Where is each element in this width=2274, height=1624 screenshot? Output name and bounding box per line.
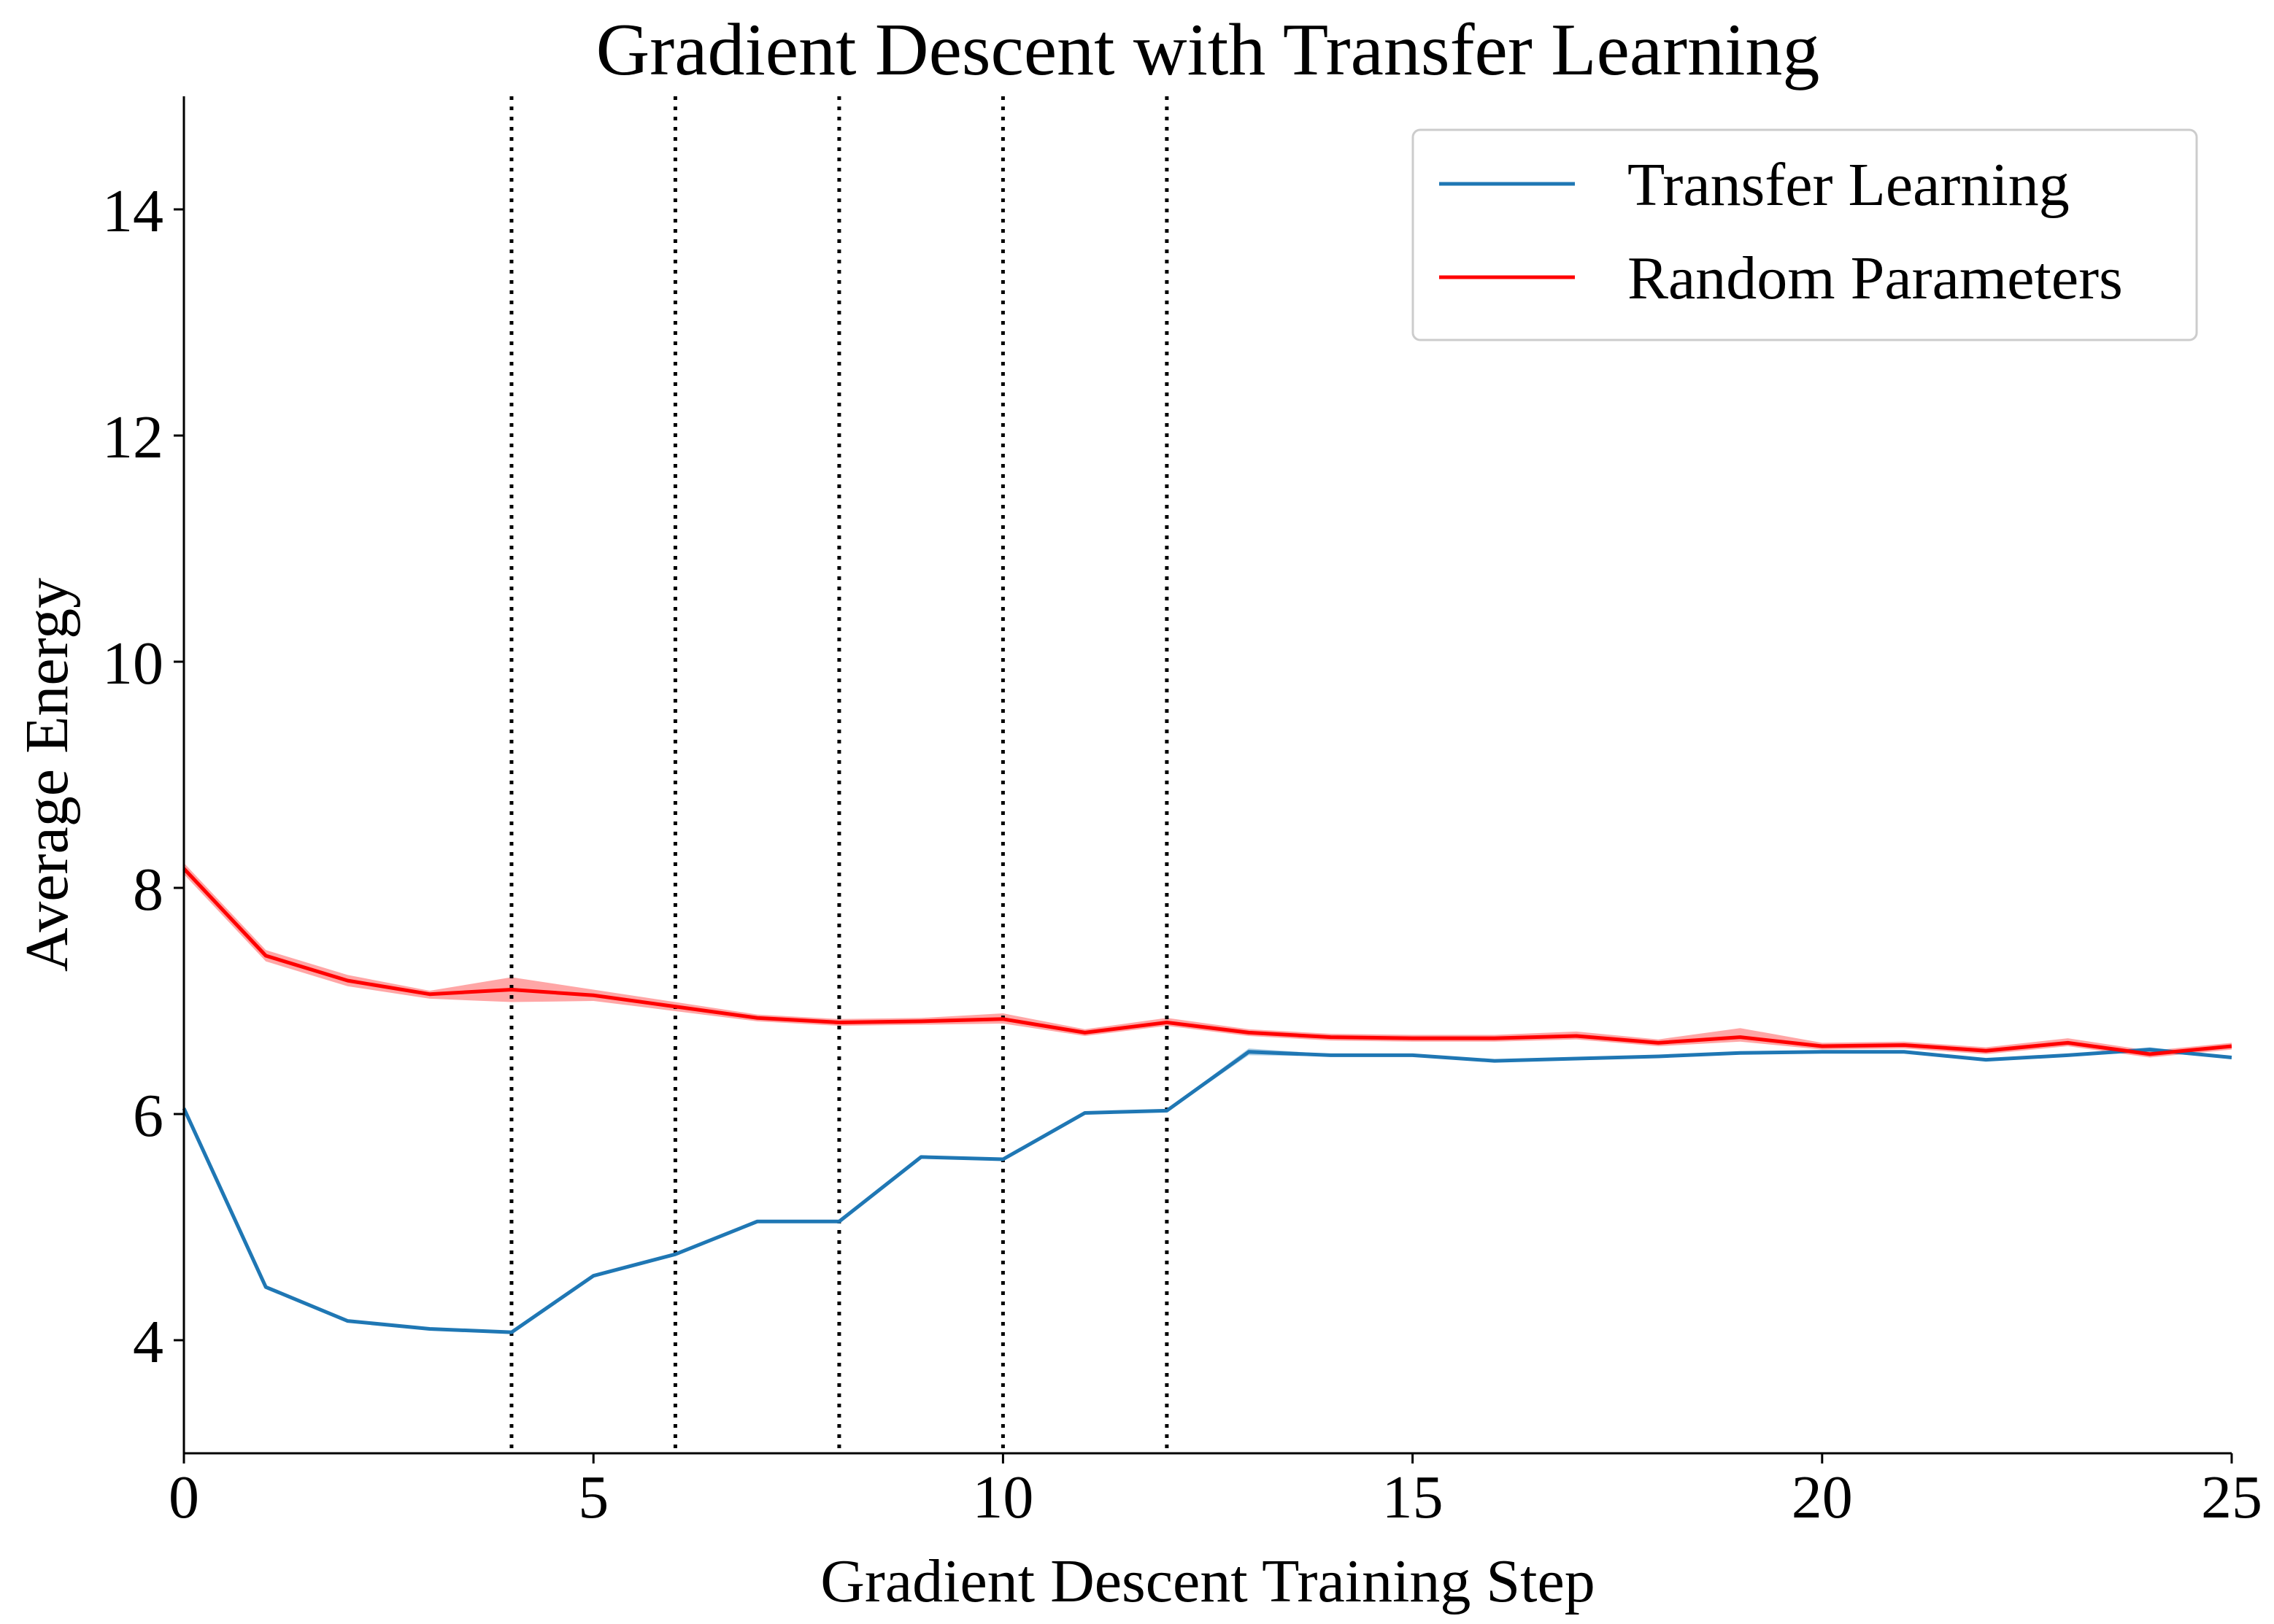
y-tick-label: 12 bbox=[102, 403, 163, 471]
y-tick-label: 6 bbox=[133, 1082, 163, 1150]
y-tick-label: 10 bbox=[102, 630, 163, 697]
y-axis-label: Average Energy bbox=[13, 578, 81, 972]
legend-label-0: Transfer Learning bbox=[1627, 151, 2070, 219]
series-lines bbox=[182, 867, 2232, 1334]
x-tick-label: 5 bbox=[578, 1463, 609, 1531]
x-tick-label: 0 bbox=[169, 1463, 199, 1531]
x-tick-label: 25 bbox=[2201, 1463, 2262, 1531]
vertical-marker-lines bbox=[509, 96, 1169, 1453]
x-axis-label: Gradient Descent Training Step bbox=[820, 1547, 1595, 1615]
confidence-bands bbox=[184, 862, 2232, 1334]
legend-label-1: Random Parameters bbox=[1627, 244, 2123, 312]
series-line-1 bbox=[182, 867, 2232, 1056]
legend-box bbox=[1411, 128, 2198, 341]
chart-title: Gradient Descent with Transfer Learning bbox=[596, 9, 1820, 91]
legend: Transfer Learning Random Parameters bbox=[1411, 128, 2198, 341]
x-tick-label: 20 bbox=[1792, 1463, 1853, 1531]
y-tick-label: 8 bbox=[133, 856, 163, 924]
series-band-0 bbox=[184, 1047, 2232, 1334]
axes: 0 5 10 15 20 25 4 6 8 10 12 14 bbox=[102, 96, 2262, 1531]
series-line-0 bbox=[182, 1048, 2232, 1334]
x-tick-label: 10 bbox=[972, 1463, 1033, 1531]
y-tick-label: 14 bbox=[102, 177, 163, 245]
y-tick-label: 4 bbox=[133, 1308, 163, 1376]
x-tick-label: 15 bbox=[1382, 1463, 1444, 1531]
